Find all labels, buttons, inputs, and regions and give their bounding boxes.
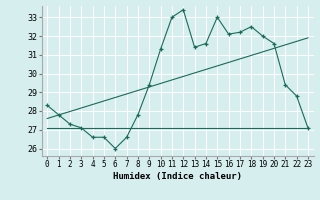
X-axis label: Humidex (Indice chaleur): Humidex (Indice chaleur) xyxy=(113,172,242,181)
